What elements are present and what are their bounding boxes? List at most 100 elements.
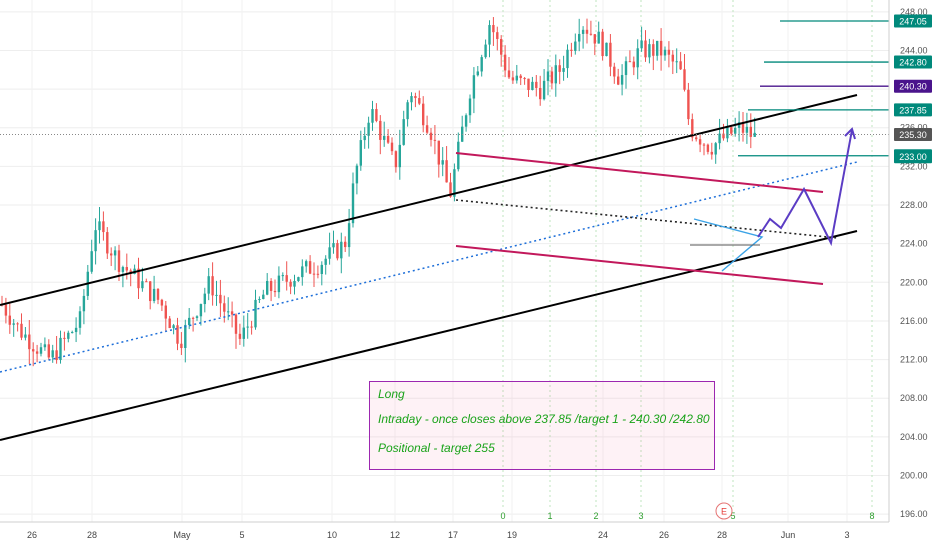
candle-body	[527, 78, 530, 90]
candle-body	[184, 324, 187, 349]
time-axis: 26 28 May 5 10 12 17 19 24 26 28 Jun 30 1 2 3 5 8E	[0, 502, 889, 540]
candle-body	[566, 49, 569, 69]
flag-upper-line	[455, 152, 824, 193]
candle-body	[691, 119, 694, 138]
candle-body	[351, 183, 355, 224]
candle-body	[472, 75, 476, 99]
candle-body	[390, 142, 394, 152]
annotation-positional: Positional - target 255	[378, 441, 495, 455]
candle-body	[554, 65, 557, 84]
earnings-marker-icon	[715, 502, 733, 520]
session-marker-label: 3	[638, 511, 643, 521]
drawing-lines	[0, 20, 889, 441]
candle-body	[539, 87, 542, 100]
triangle-pattern	[693, 218, 764, 272]
candle-body	[320, 264, 323, 275]
candle-body	[656, 40, 659, 56]
candle-body	[593, 34, 596, 44]
candle-body	[695, 137, 698, 140]
candle-body	[67, 332, 70, 339]
date-tick-label: 5	[239, 530, 244, 540]
candle-body	[484, 44, 487, 58]
candle-body	[453, 169, 456, 197]
price-tick-label: 248.00	[900, 7, 928, 17]
candle-body	[394, 151, 398, 168]
candle-body	[457, 141, 460, 170]
candle-body	[663, 49, 667, 56]
candle-body	[71, 332, 74, 334]
annotation-intraday: Intraday - once closes above 237.85 /tar…	[378, 412, 710, 426]
candle-body	[336, 243, 339, 259]
candle-body	[628, 61, 632, 63]
price-tick-label: 220.00	[900, 277, 928, 287]
candle-body	[507, 70, 511, 78]
date-tick-label: 24	[598, 530, 608, 540]
session-marker-label: 2	[593, 511, 598, 521]
candle-body	[281, 275, 284, 277]
candle-body	[176, 325, 179, 344]
dotted-resistance-line	[455, 199, 839, 239]
candle-body	[215, 294, 218, 296]
candle-body	[496, 32, 499, 39]
candle-body	[39, 347, 43, 354]
price-tick-label: 244.00	[900, 45, 928, 55]
candle-body	[344, 241, 347, 248]
price-tag-label: 233.00	[899, 152, 927, 162]
candle-body	[624, 61, 628, 76]
candle-body	[476, 71, 479, 76]
candle-body	[55, 350, 58, 361]
candle-body	[195, 316, 199, 318]
candle-body	[188, 317, 191, 325]
candle-body	[617, 76, 620, 85]
price-tick-label: 228.00	[900, 200, 928, 210]
candle-body	[398, 144, 401, 168]
candle-body	[230, 311, 234, 315]
candle-body	[480, 57, 483, 72]
candle-body	[511, 77, 515, 81]
candle-body	[726, 127, 729, 139]
candle-body	[141, 281, 144, 289]
candle-body	[640, 40, 643, 49]
date-tick-label: 19	[507, 530, 517, 540]
candle-body	[433, 139, 437, 141]
candle-body	[312, 273, 316, 275]
candle-body	[90, 251, 93, 272]
candle-body	[152, 288, 156, 302]
candle-body	[164, 305, 167, 319]
price-tick-label: 236.00	[900, 123, 928, 133]
channel-lower-line	[0, 230, 858, 441]
candle-body	[702, 144, 706, 146]
candle-body	[24, 334, 27, 338]
price-tick-label: 208.00	[900, 393, 928, 403]
candle-body	[667, 49, 671, 55]
candle-body	[82, 295, 86, 312]
price-tag-label: 240.30	[899, 82, 927, 92]
candle-body	[277, 275, 281, 293]
price-tick-label: 196.00	[900, 509, 928, 519]
candle-body	[753, 132, 756, 137]
mid-trendline	[0, 161, 858, 373]
candle-body	[160, 299, 164, 306]
candle-body	[730, 127, 733, 134]
session-marker-label: 5	[730, 511, 735, 521]
candle-body	[500, 38, 503, 55]
candle-body	[110, 253, 113, 256]
candle-body	[4, 304, 8, 316]
date-tick-label: 17	[448, 530, 458, 540]
candle-body	[503, 54, 507, 71]
candle-body	[749, 126, 752, 137]
candle-body	[515, 75, 518, 81]
candle-body	[125, 267, 128, 271]
candles	[0, 17, 756, 367]
candle-body	[375, 109, 378, 121]
candle-body	[47, 344, 50, 358]
candle-body	[422, 103, 425, 126]
candle-body	[258, 299, 261, 301]
candle-body	[301, 266, 304, 278]
candle-body	[698, 139, 702, 145]
candle-body	[710, 151, 713, 155]
candle-body	[523, 78, 526, 80]
candle-body	[519, 75, 522, 79]
candle-body	[8, 315, 11, 325]
